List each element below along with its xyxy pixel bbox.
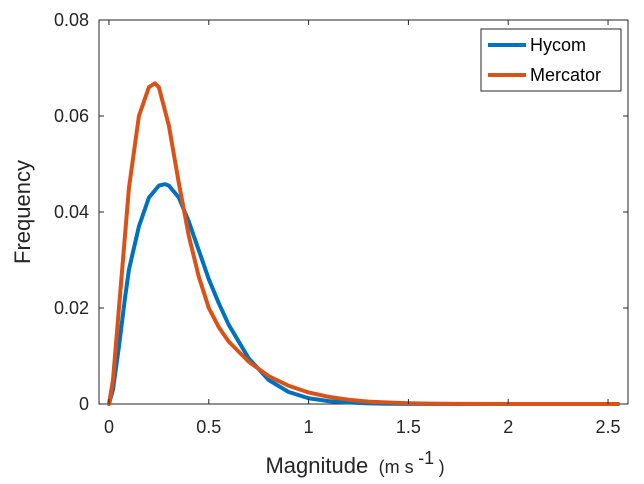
x-tick-label: 2 <box>503 417 513 437</box>
legend-label-mercator: Mercator <box>530 65 601 85</box>
series-layer <box>106 81 621 406</box>
x-axis-label: Magnitude (m s -1 ) <box>265 448 444 478</box>
y-tick-label: 0.02 <box>54 298 89 318</box>
x-tick-label: 0 <box>104 417 114 437</box>
x-tick-label: 0.5 <box>196 417 221 437</box>
x-tick-label: 2.5 <box>596 417 621 437</box>
x-axis-unit-base: (m s <box>379 457 414 477</box>
x-tick-label: 1 <box>304 417 314 437</box>
y-tick-label: 0 <box>79 394 89 414</box>
x-axis-unit-exponent: -1 <box>418 448 434 468</box>
x-axis-label-text: Magnitude <box>265 453 368 478</box>
legend: Hycom Mercator <box>480 28 622 92</box>
x-tick-label: 1.5 <box>396 417 421 437</box>
y-tick-label: 0.04 <box>54 202 89 222</box>
series-line-mercator <box>106 81 621 406</box>
legend-box <box>480 28 622 92</box>
x-axis-unit-close: ) <box>439 457 445 477</box>
y-tick-label: 0.08 <box>54 10 89 30</box>
legend-label-hycom: Hycom <box>530 35 586 55</box>
y-tick-label: 0.06 <box>54 106 89 126</box>
y-axis-label: Frequency <box>10 160 35 264</box>
axes-layer: 0 0.5 1 1.5 2 2.5 0 0.02 0.04 0.06 0.08 <box>54 10 628 437</box>
